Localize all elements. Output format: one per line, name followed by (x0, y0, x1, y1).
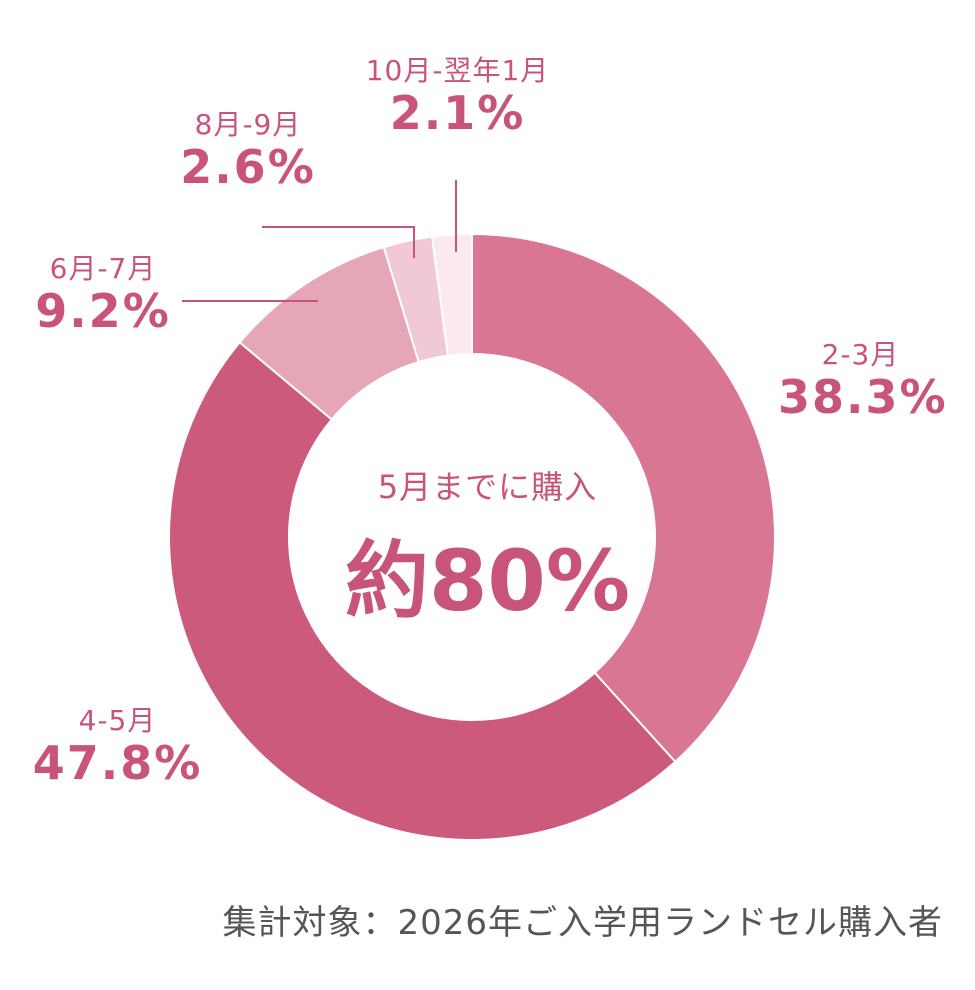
slice-label-6-7: 6月-7月 9.2% (28, 252, 178, 338)
slice-value-2-3: 38.3% (778, 369, 948, 424)
slice-value-4-5: 47.8% (32, 735, 203, 790)
slice-category-4-5: 4-5月 (78, 704, 157, 737)
slice-4-5 (168, 340, 677, 841)
slice-category-8-9: 8月-9月 (194, 108, 302, 141)
slice-value-8-9: 2.6% (180, 139, 316, 194)
slice-2-3 (471, 232, 776, 764)
footnote: 集計対象：2026年ご入学用ランドセル購入者 (222, 903, 943, 943)
center-subtitle: 5月までに購入 (377, 468, 598, 506)
leader-lines (182, 180, 457, 302)
slice-label-10-1: 10月-翌年1月 2.1% (335, 54, 580, 140)
slice-label-4-5: 4-5月 47.8% (30, 704, 205, 790)
slice-value-6-7: 9.2% (35, 283, 171, 338)
slice-value-10-1: 2.1% (389, 85, 526, 140)
donut-slices (168, 232, 776, 841)
center-value: 約80% (344, 532, 631, 630)
leader-line-8-9 (262, 226, 415, 258)
slice-label-2-3: 2-3月 38.3% (778, 338, 948, 424)
slice-10-1 (431, 232, 473, 357)
slice-category-10-1: 10月-翌年1月 (365, 54, 550, 87)
slice-category-6-7: 6月-7月 (49, 252, 157, 285)
slice-category-2-3: 2-3月 (821, 338, 900, 371)
slice-label-8-9: 8月-9月 2.6% (168, 108, 328, 194)
